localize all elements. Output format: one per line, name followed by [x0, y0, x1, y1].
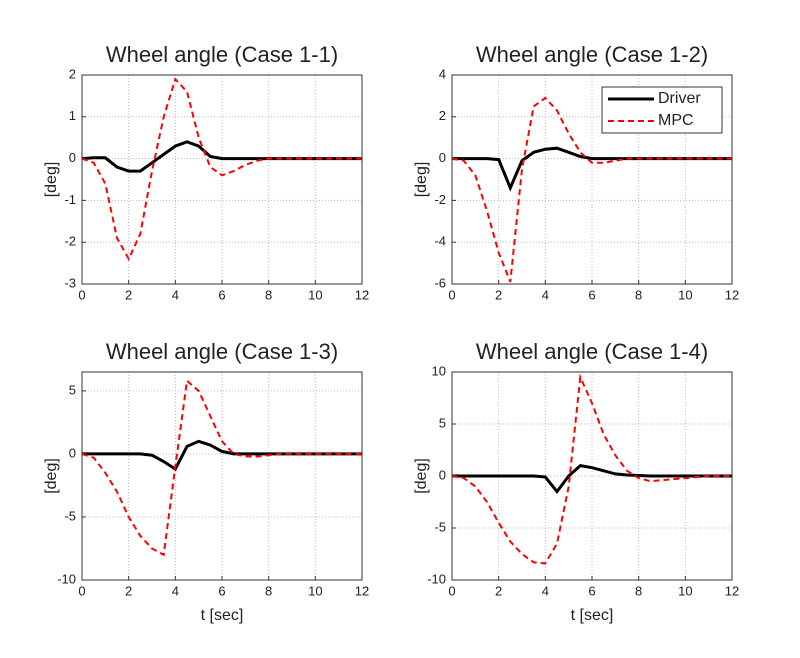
chart-title: Wheel angle (Case 1-3) — [106, 339, 338, 364]
x-tick-label: 6 — [588, 583, 595, 598]
y-tick-label: -1 — [64, 192, 76, 207]
x-tick-label: 0 — [448, 287, 455, 302]
x-tick-label: 2 — [125, 287, 132, 302]
y-tick-label: 1 — [69, 108, 76, 123]
x-tick-label: 4 — [542, 583, 549, 598]
y-tick-label: -3 — [64, 275, 76, 290]
axes-box — [451, 371, 733, 581]
x-tick-label: 4 — [542, 287, 549, 302]
x-tick-label: 6 — [588, 287, 595, 302]
y-tick-label: 4 — [439, 66, 446, 81]
y-tick-label: 10 — [432, 363, 446, 378]
series-line — [82, 77, 362, 262]
series-line — [452, 146, 732, 192]
x-tick-label: 0 — [78, 583, 85, 598]
legend-label: MPC — [658, 112, 694, 129]
y-axis-label: [deg] — [413, 162, 430, 198]
x-tick-label: 8 — [265, 287, 272, 302]
x-tick-label: 10 — [678, 287, 692, 302]
y-tick-label: -5 — [64, 508, 76, 523]
series-line — [82, 439, 362, 472]
x-tick-label: 2 — [495, 583, 502, 598]
series-line — [82, 378, 362, 557]
x-tick-label: 2 — [495, 287, 502, 302]
y-tick-label: 0 — [439, 150, 446, 165]
x-tick-label: 8 — [265, 583, 272, 598]
x-tick-label: 12 — [725, 583, 739, 598]
x-tick-label: 10 — [678, 583, 692, 598]
legend-box — [601, 86, 723, 134]
x-tick-label: 4 — [172, 287, 179, 302]
x-tick-label: 0 — [448, 583, 455, 598]
chart-title: Wheel angle (Case 1-1) — [106, 42, 338, 67]
x-tick-label: 0 — [78, 287, 85, 302]
axes-box — [81, 74, 363, 285]
chart-title: Wheel angle (Case 1-4) — [476, 339, 708, 364]
y-axis-label: [deg] — [43, 162, 60, 198]
x-tick-label: 4 — [172, 583, 179, 598]
series-line — [82, 140, 362, 173]
plot-area — [82, 372, 362, 580]
x-tick-label: 12 — [355, 287, 369, 302]
y-tick-label: -10 — [57, 571, 76, 586]
x-tick-label: 2 — [125, 583, 132, 598]
y-tick-label: 0 — [439, 467, 446, 482]
series-line — [452, 463, 732, 495]
y-axis-label: [deg] — [43, 458, 60, 494]
y-tick-label: -6 — [434, 275, 446, 290]
y-tick-label: -4 — [434, 234, 446, 249]
x-axis-label: t [sec] — [201, 607, 244, 624]
x-tick-label: 6 — [218, 583, 225, 598]
x-tick-label: 10 — [308, 583, 322, 598]
x-tick-label: 8 — [635, 583, 642, 598]
y-tick-label: -5 — [434, 519, 446, 534]
y-tick-label: 0 — [69, 150, 76, 165]
x-tick-label: 6 — [218, 287, 225, 302]
x-axis-label: t [sec] — [571, 607, 614, 624]
axes-box — [81, 371, 363, 581]
x-tick-label: 12 — [725, 287, 739, 302]
x-tick-label: 10 — [308, 287, 322, 302]
y-axis-label: [deg] — [413, 458, 430, 494]
x-tick-label: 8 — [635, 287, 642, 302]
x-tick-label: 12 — [355, 583, 369, 598]
y-tick-label: 2 — [439, 108, 446, 123]
y-tick-label: 2 — [69, 66, 76, 81]
series-line — [452, 96, 732, 283]
y-tick-label: -2 — [64, 234, 76, 249]
axes-box — [451, 74, 733, 285]
legend-label: Driver — [658, 90, 701, 107]
y-tick-label: 0 — [69, 445, 76, 460]
y-tick-label: 5 — [439, 415, 446, 430]
series-line — [452, 373, 732, 565]
y-tick-label: -2 — [434, 192, 446, 207]
y-tick-label: 5 — [69, 382, 76, 397]
chart-title: Wheel angle (Case 1-2) — [476, 42, 708, 67]
y-tick-label: -10 — [427, 571, 446, 586]
